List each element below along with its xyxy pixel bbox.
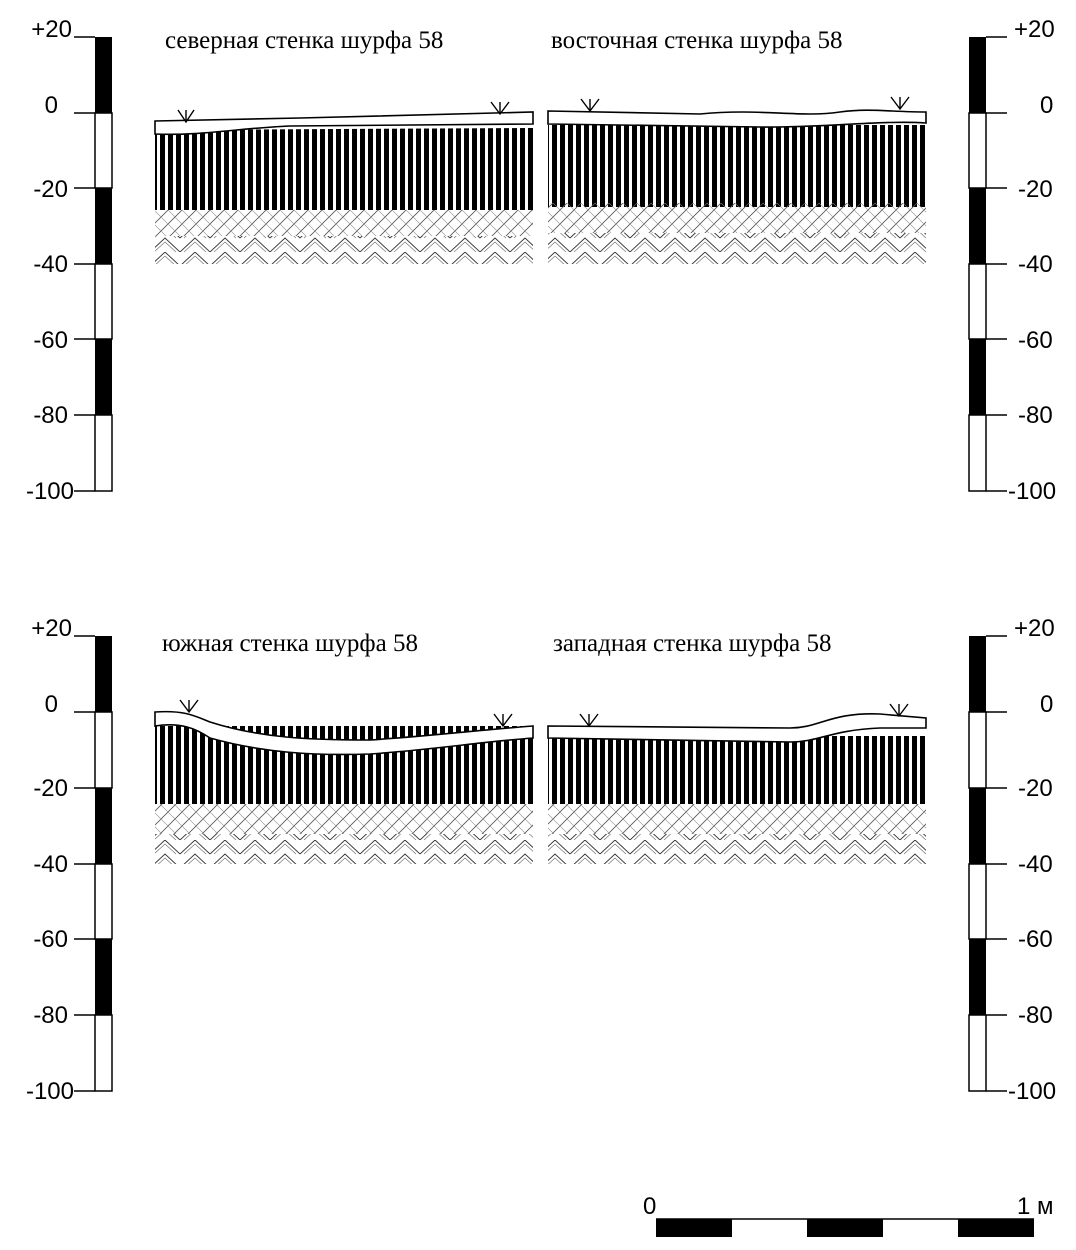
layer-cross-hatch bbox=[155, 210, 533, 236]
tick-label: -20 bbox=[33, 176, 68, 203]
wall-title-north: северная стенка шурфа 58 bbox=[165, 27, 443, 54]
tick-label: -20 bbox=[33, 775, 68, 802]
tick-label: -40 bbox=[33, 251, 68, 278]
layer-sod bbox=[547, 713, 927, 743]
wall-title-east: восточная стенка шурфа 58 bbox=[551, 27, 843, 54]
tick-label: -80 bbox=[33, 1002, 68, 1029]
tick-label: -60 bbox=[33, 926, 68, 953]
tick-label: +20 bbox=[1014, 615, 1055, 642]
layer-vertical-hatch bbox=[548, 125, 926, 207]
tick-label: -40 bbox=[33, 851, 68, 878]
tick-label: -100 bbox=[1008, 478, 1056, 505]
tick-label: -80 bbox=[1018, 402, 1053, 429]
layer-vertical-hatch bbox=[548, 736, 926, 804]
wall-title-south: южная стенка шурфа 58 bbox=[162, 630, 418, 657]
layer-zigzag bbox=[548, 233, 926, 264]
tick-label: -60 bbox=[1018, 327, 1053, 354]
arrow-marker bbox=[177, 101, 510, 124]
tick-label: -80 bbox=[33, 402, 68, 429]
tick-label: -40 bbox=[1018, 251, 1053, 278]
layer-cross-hatch bbox=[548, 804, 926, 834]
layer-vertical-hatch bbox=[155, 128, 533, 210]
bar-scale-end-label: 1 м bbox=[1017, 1193, 1054, 1220]
profile-west bbox=[547, 703, 927, 864]
depth-scale-top-right: +20 0 -20 -40 -60 -80 -100 bbox=[968, 16, 1056, 505]
tick-label: -100 bbox=[26, 478, 74, 505]
layer-cross-hatch bbox=[155, 804, 533, 834]
tick-label: -100 bbox=[1008, 1078, 1056, 1105]
profile-east bbox=[547, 96, 927, 264]
layer-zigzag bbox=[155, 834, 533, 864]
tick-label: 0 bbox=[1040, 92, 1053, 119]
layer-cross-hatch bbox=[548, 203, 926, 233]
tick-label: -80 bbox=[1018, 1002, 1053, 1029]
tick-label: +20 bbox=[31, 615, 72, 642]
layer-zigzag bbox=[155, 236, 533, 264]
tick-label: 0 bbox=[45, 92, 58, 119]
layer-sod bbox=[154, 710, 534, 756]
tick-label: +20 bbox=[1014, 16, 1055, 43]
layer-sod bbox=[154, 111, 534, 136]
depth-scale-bottom-right: +20 0 -20 -40 -60 -80 -100 bbox=[968, 615, 1056, 1105]
arrow-marker bbox=[179, 699, 513, 728]
tick-label: -40 bbox=[1018, 851, 1053, 878]
tick-label: -60 bbox=[33, 327, 68, 354]
arrow-marker bbox=[580, 96, 910, 113]
layer-zigzag bbox=[548, 834, 926, 864]
wall-title-west: западная стенка шурфа 58 bbox=[553, 630, 831, 657]
tick-label: 0 bbox=[45, 691, 58, 718]
tick-label: -20 bbox=[1018, 775, 1053, 802]
profile-south bbox=[154, 699, 534, 864]
tick-label: +20 bbox=[31, 16, 72, 43]
bar-scale: 0 1 м bbox=[643, 1193, 1054, 1237]
tick-label: -20 bbox=[1018, 176, 1053, 203]
tick-label: -100 bbox=[26, 1078, 74, 1105]
depth-scale-bottom-left: +20 0 -20 -40 -60 -80 -100 bbox=[26, 615, 113, 1105]
arrow-marker bbox=[579, 703, 909, 728]
bar-scale-start-label: 0 bbox=[643, 1193, 656, 1220]
layer-sod bbox=[547, 109, 927, 128]
tick-label: -60 bbox=[1018, 926, 1053, 953]
tick-label: 0 bbox=[1040, 691, 1053, 718]
profile-north bbox=[154, 101, 534, 264]
depth-scale-top-left: +20 0 -20 -40 -60 -80 -100 bbox=[26, 16, 113, 505]
